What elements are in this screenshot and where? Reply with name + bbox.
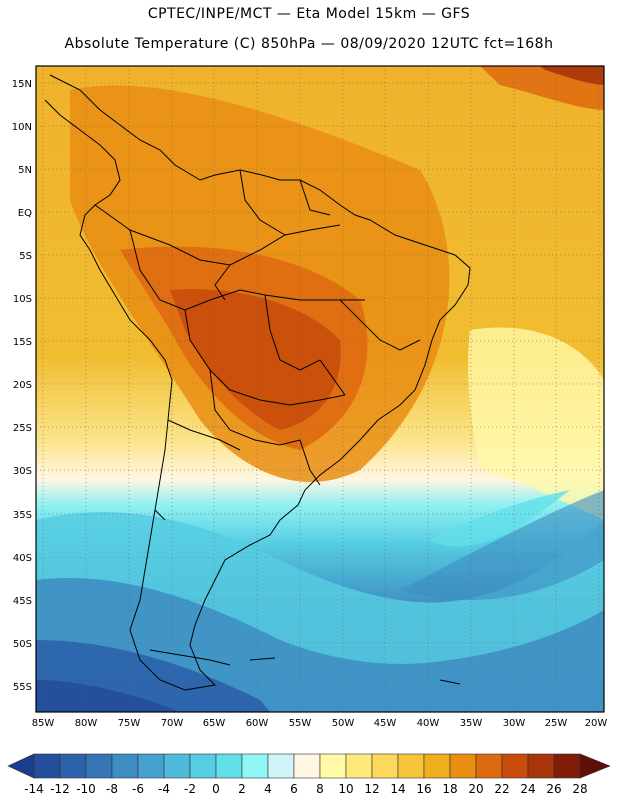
scale-cell (33, 753, 61, 779)
scale-cell (267, 753, 295, 779)
title-line-2: Absolute Temperature (C) 850hPa — 08/09/… (64, 36, 554, 52)
lon-label: 55W (289, 718, 312, 729)
scale-cell (527, 753, 555, 779)
lat-label: 15S (13, 337, 32, 348)
scale-cell (475, 753, 503, 779)
scale-cell (553, 753, 581, 779)
scale-cell (59, 753, 87, 779)
scale-label: 2 (238, 782, 246, 796)
title-line-1: CPTEC/INPE/MCT — Eta Model 15km — GFS (147, 6, 471, 22)
scale-label: 22 (494, 782, 509, 796)
scale-label: 14 (390, 782, 405, 796)
scale-cell (241, 753, 269, 779)
lon-label: 35W (460, 718, 483, 729)
color-scale-labels: -14 -12 -10 -8 -6 -4 -2 0 2 4 6 8 10 12 … (24, 782, 587, 796)
lon-label: 85W (32, 718, 55, 729)
scale-label: -8 (106, 782, 118, 796)
color-scale-legend: -14 -12 -10 -8 -6 -4 -2 0 2 4 6 8 10 12 … (7, 753, 611, 796)
scale-cell (319, 753, 347, 779)
scale-label: -12 (50, 782, 70, 796)
lat-label: 15N (12, 79, 32, 90)
scale-label: 26 (546, 782, 561, 796)
lat-label: 5N (18, 165, 32, 176)
map-frame (35, 65, 605, 713)
scale-high-arrow (579, 753, 611, 779)
lat-label: 35S (13, 510, 32, 521)
lon-label: 65W (203, 718, 226, 729)
scale-cell (163, 753, 191, 779)
scale-cell (189, 753, 217, 779)
latitude-labels: 15N 10N 5N EQ 5S 10S 15S 20S 25S 30S 35S… (12, 79, 32, 693)
lat-label: EQ (18, 208, 32, 219)
scale-label: 20 (468, 782, 483, 796)
lon-label: 30W (503, 718, 526, 729)
scale-label: 6 (290, 782, 298, 796)
lon-label: 80W (75, 718, 98, 729)
lon-label: 70W (161, 718, 184, 729)
scale-label: 8 (316, 782, 324, 796)
lat-label: 55S (13, 682, 32, 693)
lon-label: 75W (118, 718, 141, 729)
scale-cell (423, 753, 451, 779)
scale-label: -2 (184, 782, 196, 796)
lat-label: 25S (13, 423, 32, 434)
scale-cell (501, 753, 529, 779)
temperature-field (36, 66, 604, 712)
gridlines (36, 66, 604, 712)
lon-label: 40W (417, 718, 440, 729)
scale-label: 10 (338, 782, 353, 796)
lon-label: 45W (374, 718, 397, 729)
lon-label: 20W (585, 718, 608, 729)
scale-cell (85, 753, 113, 779)
coastlines (44, 74, 471, 691)
scale-cell (137, 753, 165, 779)
scale-label: 16 (416, 782, 431, 796)
scale-label: 28 (572, 782, 587, 796)
color-scale-cells (7, 753, 611, 779)
lat-label: 10S (13, 294, 32, 305)
lon-label: 60W (246, 718, 269, 729)
scale-label: -10 (76, 782, 96, 796)
scale-cell (111, 753, 139, 779)
scale-cell (215, 753, 243, 779)
scale-label: 18 (442, 782, 457, 796)
scale-label: -6 (132, 782, 144, 796)
scale-label: 0 (212, 782, 220, 796)
lat-label: 5S (19, 251, 32, 262)
scale-cell (397, 753, 425, 779)
lat-label: 20S (13, 380, 32, 391)
scale-cell (371, 753, 399, 779)
scale-label: -4 (158, 782, 170, 796)
lon-label: 50W (332, 718, 355, 729)
lon-label: 25W (545, 718, 568, 729)
scale-label: 24 (520, 782, 535, 796)
scale-cell (345, 753, 373, 779)
lat-label: 45S (13, 596, 32, 607)
lat-label: 30S (13, 466, 32, 477)
lat-label: 10N (12, 122, 32, 133)
scale-label: 12 (364, 782, 379, 796)
longitude-labels: 85W 80W 75W 70W 65W 60W 55W 50W 45W 40W … (32, 718, 608, 729)
scale-cell (293, 753, 321, 779)
scale-label: 4 (264, 782, 272, 796)
lat-label: 50S (13, 639, 32, 650)
scale-label: -14 (24, 782, 44, 796)
lat-label: 40S (13, 553, 32, 564)
scale-low-arrow (7, 753, 35, 779)
temperature-map: 15N 10N 5N EQ 5S 10S 15S 20S 25S 30S 35S… (12, 65, 608, 729)
scale-cell (449, 753, 477, 779)
